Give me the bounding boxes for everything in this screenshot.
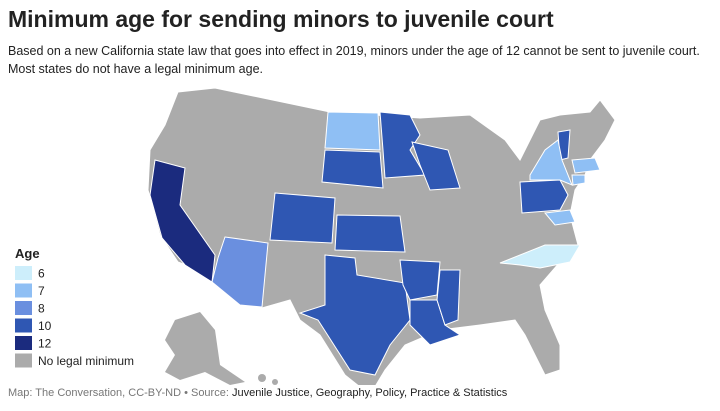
legend-swatch [15, 318, 32, 333]
legend-swatch [15, 301, 32, 315]
state [269, 192, 336, 244]
state [324, 111, 381, 151]
legend-label: 7 [38, 284, 45, 298]
state [334, 214, 406, 253]
legend-swatch [15, 266, 32, 280]
legend-label: 10 [38, 319, 52, 333]
state [411, 141, 461, 191]
title: Minimum age for sending minors to juveni… [8, 6, 554, 32]
legend-swatch [15, 283, 32, 298]
state [499, 244, 581, 269]
state [544, 209, 576, 226]
state [399, 259, 441, 301]
state [379, 111, 426, 179]
legend-label: 12 [38, 337, 52, 351]
legend-title: Age [15, 246, 40, 261]
state [571, 174, 586, 186]
state [298, 254, 411, 376]
state [436, 269, 461, 326]
legend-label: No legal minimum [38, 354, 134, 368]
state [321, 149, 384, 189]
credit: Map: The Conversation, CC-BY-ND • Source… [8, 387, 229, 399]
alaska [165, 312, 245, 385]
subtitle: Based on a new California state law that… [8, 44, 700, 76]
footer: Map: The Conversation, CC-BY-ND • Source… [8, 387, 507, 399]
legend-label: 6 [38, 267, 45, 281]
state [211, 236, 269, 308]
state [529, 139, 573, 186]
legend-swatch [15, 336, 32, 350]
source: Juvenile Justice, Geography, Policy, Pra… [231, 387, 508, 399]
legend-swatch [15, 353, 32, 368]
state [519, 179, 569, 214]
map: Age 6 7 8 10 12 No legal minimum [15, 87, 616, 385]
legend-label: 8 [38, 302, 45, 316]
hawaii [272, 379, 278, 385]
state [571, 157, 601, 174]
hawaii [258, 374, 266, 382]
